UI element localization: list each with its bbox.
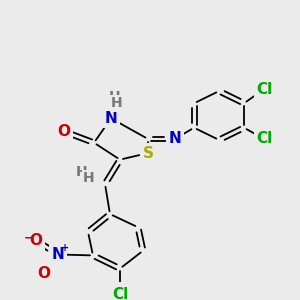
Text: O: O — [38, 266, 50, 281]
Text: N: N — [52, 247, 64, 262]
Text: +: + — [61, 243, 69, 253]
Text: Cl: Cl — [256, 82, 272, 97]
Text: N: N — [105, 111, 117, 126]
Text: H: H — [109, 90, 121, 104]
Text: S: S — [142, 146, 154, 160]
Text: O: O — [58, 124, 70, 139]
Text: H: H — [76, 165, 88, 179]
Text: O: O — [29, 233, 43, 248]
Text: H: H — [83, 171, 95, 185]
Text: H: H — [111, 96, 123, 110]
Text: N: N — [169, 131, 182, 146]
Text: Cl: Cl — [256, 131, 272, 146]
Text: −: − — [24, 231, 34, 244]
Text: Cl: Cl — [112, 287, 128, 300]
